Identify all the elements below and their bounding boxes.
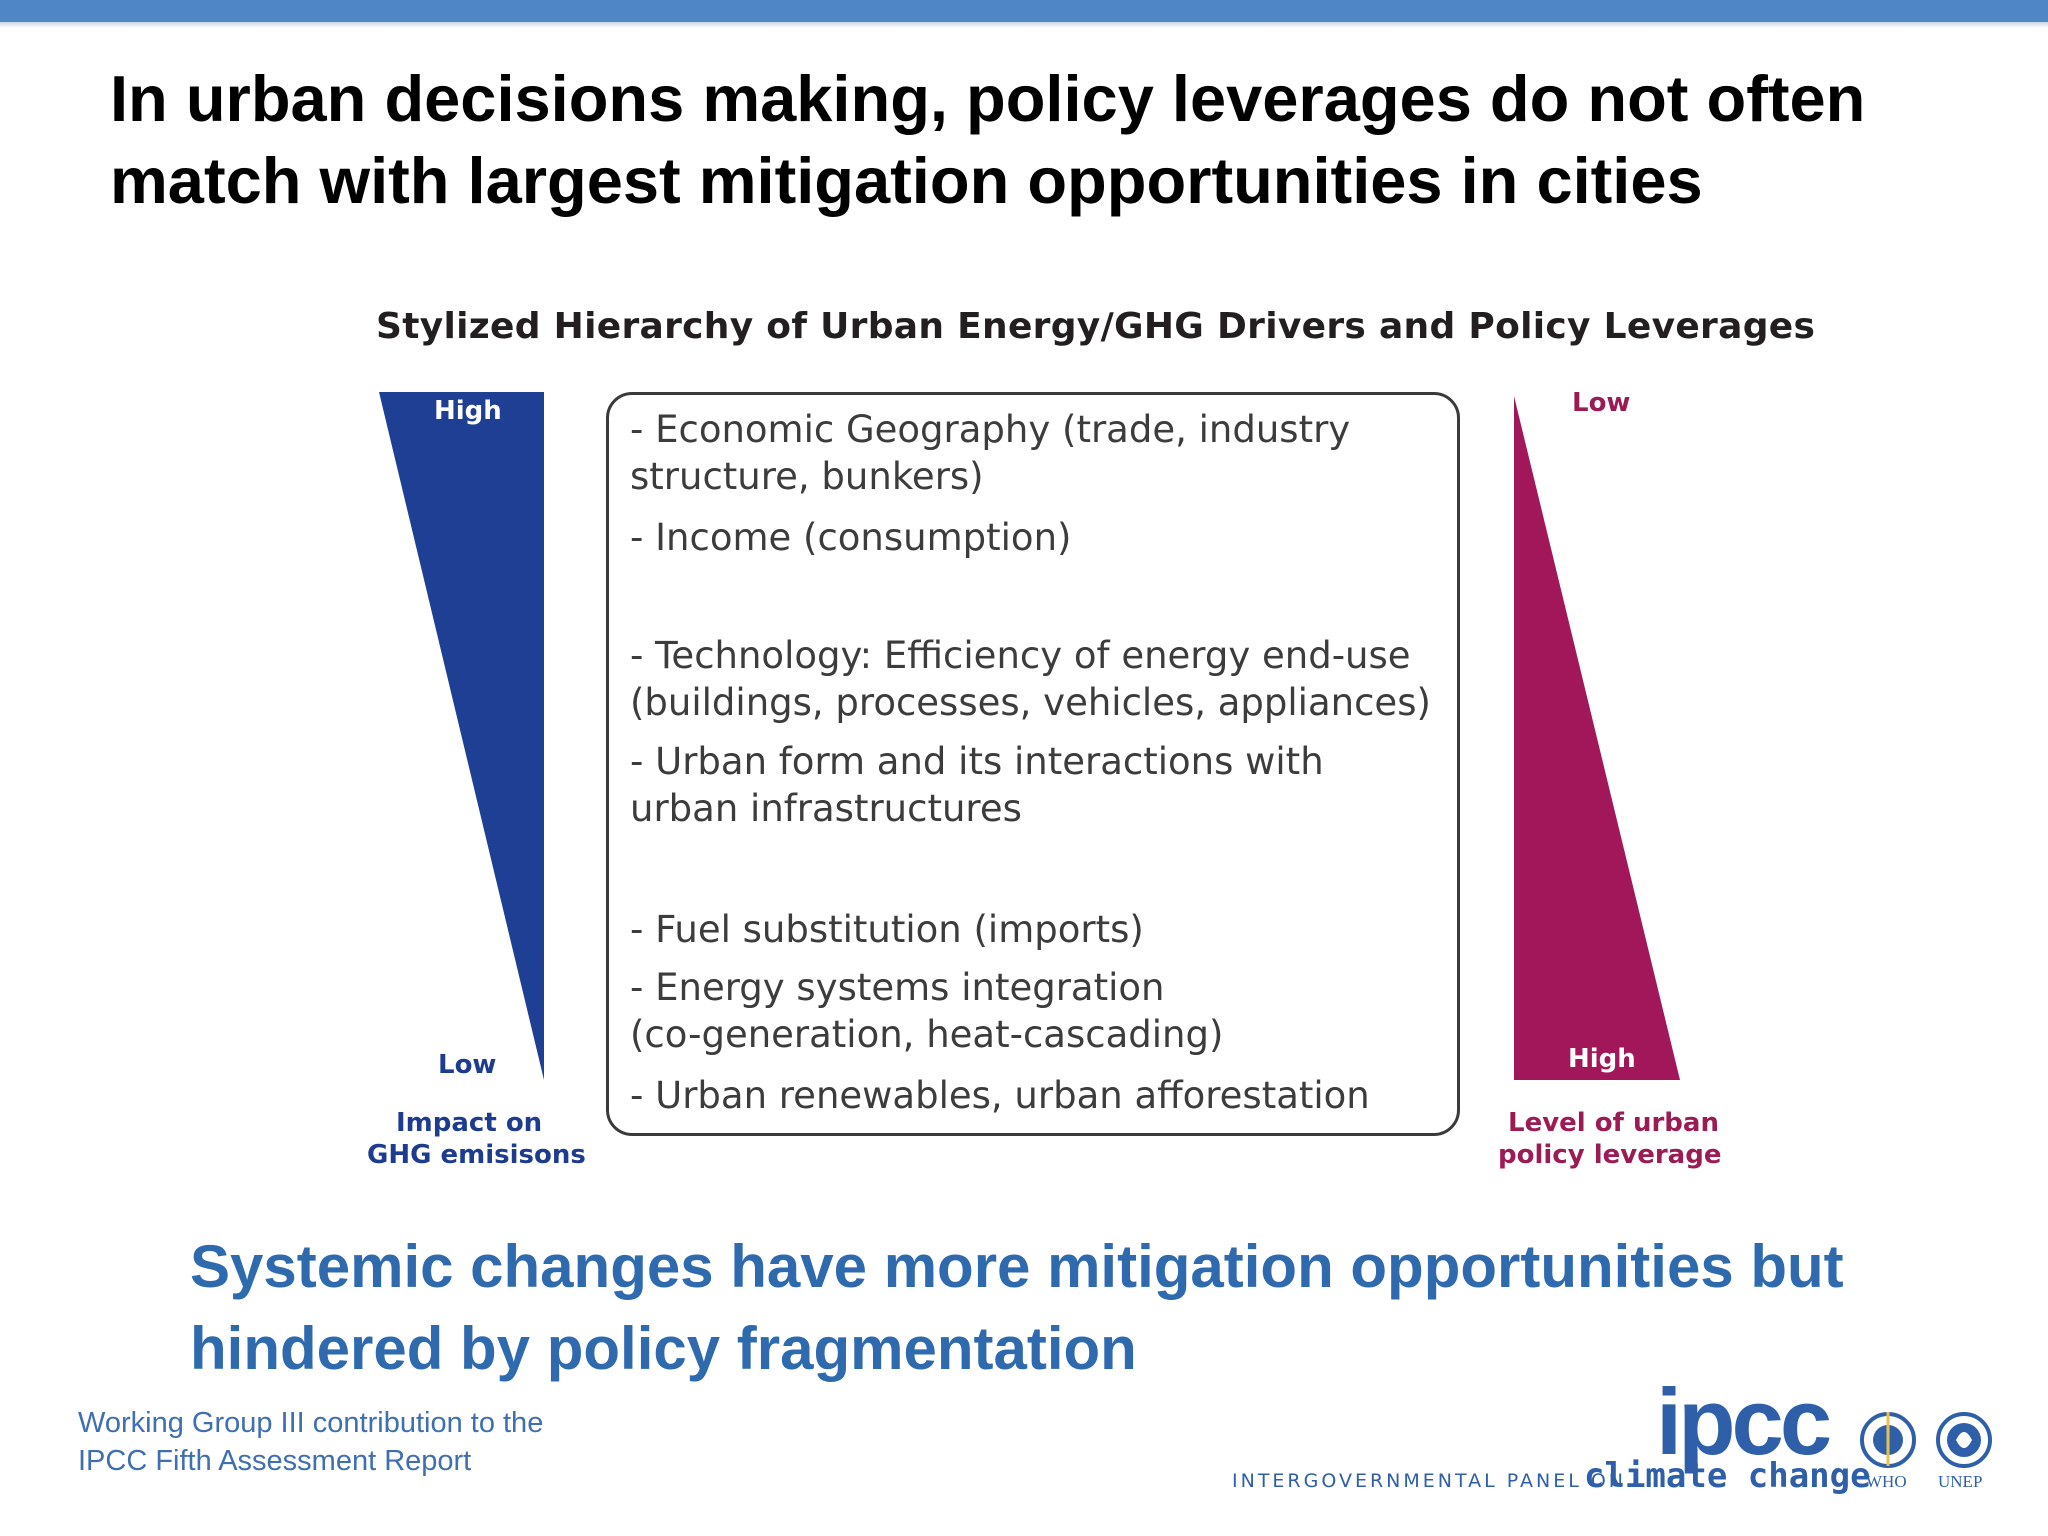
driver-item: - Urban renewables, urban afforestation (630, 1072, 1460, 1119)
driver-item-line: - Energy systems integration (630, 966, 1165, 1009)
driver-item: - Economic Geography (trade, industry st… (630, 406, 1460, 500)
impact-wedge (379, 392, 544, 1080)
footer-source: Working Group III contribution to the IP… (78, 1404, 543, 1480)
unep-emblem-icon (1936, 1412, 1992, 1468)
leverage-wedge-high-label: High (1568, 1044, 1636, 1074)
driver-item-line: - Economic Geography (trade, industry (630, 408, 1351, 451)
driver-item: - Technology: Efficiency of energy end-u… (630, 632, 1460, 726)
slide-title: In urban decisions making, policy levera… (110, 58, 1990, 222)
top-accent-bar (0, 0, 2048, 22)
figure-title: Stylized Hierarchy of Urban Energy/GHG D… (376, 306, 1816, 347)
slide-title-line-1: In urban decisions making, policy levera… (110, 62, 1866, 135)
leverage-wedge-low-label: Low (1572, 388, 1631, 418)
footer-line-2: IPCC Fifth Assessment Report (78, 1445, 472, 1477)
who-emblem-icon (1860, 1412, 1916, 1468)
top-accent-shadow (0, 22, 2048, 28)
leverage-wedge (1514, 396, 1680, 1080)
takeaway-text: Systemic changes have more mitigation op… (190, 1226, 1990, 1390)
impact-wedge-low-label: Low (438, 1050, 497, 1080)
driver-item-line: - Income (consumption) (630, 516, 1072, 559)
driver-item-line: - Urban renewables, urban afforestation (630, 1074, 1370, 1117)
leverage-caption-line-2: policy leverage (1498, 1140, 1722, 1170)
ipcc-logo: ipcc (1656, 1369, 1832, 1474)
impact-caption-line-1: Impact on (396, 1108, 543, 1138)
slide-title-line-2: match with largest mitigation opportunit… (110, 144, 1703, 217)
driver-item-line: urban infrastructures (630, 787, 1022, 830)
who-label: WHO (1866, 1472, 1907, 1491)
driver-item: - Fuel substitution (imports) (630, 906, 1460, 953)
driver-item-line: (co-generation, heat-cascading) (630, 1013, 1224, 1056)
driver-item-line: - Technology: Efficiency of energy end-u… (630, 634, 1411, 677)
ipcc-subtitle-1: INTERGOVERNMENTAL PANEL ON (1232, 1470, 1627, 1492)
unep-label: UNEP (1938, 1472, 1983, 1491)
leverage-caption-line-1: Level of urban (1508, 1108, 1719, 1138)
impact-caption-line-2: GHG emisisons (367, 1140, 586, 1170)
driver-item-line: - Fuel substitution (imports) (630, 908, 1144, 951)
takeaway-line-2: hindered by policy fragmentation (190, 1315, 1137, 1382)
footer-line-1: Working Group III contribution to the (78, 1407, 544, 1439)
impact-wedge-high-label: High (434, 396, 502, 426)
driver-item: - Urban form and its interactions with u… (630, 738, 1460, 832)
drivers-box (606, 392, 1460, 1136)
driver-item-line: (buildings, processes, vehicles, applian… (630, 681, 1431, 724)
driver-item-line: - Urban form and its interactions with (630, 740, 1324, 783)
driver-item: - Energy systems integration (co-generat… (630, 964, 1460, 1058)
ipcc-subtitle-2: climate change (1584, 1456, 1871, 1496)
driver-item-line: structure, bunkers) (630, 455, 984, 498)
takeaway-line-1: Systemic changes have more mitigation op… (190, 1233, 1844, 1300)
driver-item: - Income (consumption) (630, 514, 1460, 561)
